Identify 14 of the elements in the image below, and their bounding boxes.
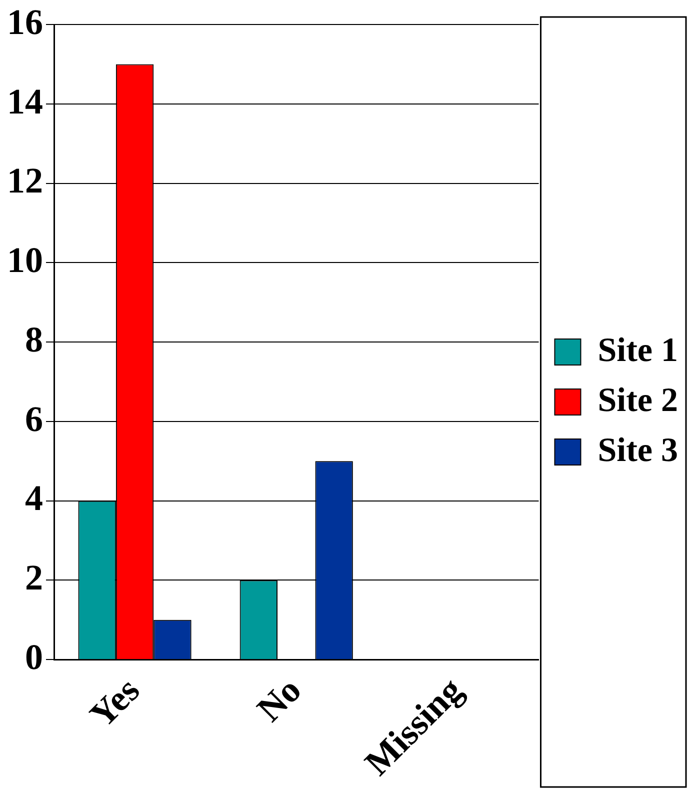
y-tick-label: 8 xyxy=(25,319,43,360)
x-tick-label: No xyxy=(249,670,309,730)
y-tick-label: 14 xyxy=(7,81,43,122)
y-tick-label: 4 xyxy=(25,478,43,518)
y-tick-label: 10 xyxy=(7,240,43,280)
y-tick-label: 2 xyxy=(25,558,43,598)
legend-label: Site 2 xyxy=(598,382,678,419)
y-tick-label: 6 xyxy=(25,398,43,439)
y-tick-label: 0 xyxy=(25,636,43,677)
y-tick-label: 16 xyxy=(7,2,43,42)
x-tick-label: Yes xyxy=(82,670,148,735)
legend-label: Site 3 xyxy=(598,432,678,469)
legend-label: Site 1 xyxy=(598,332,678,369)
y-tick-label: 12 xyxy=(7,160,43,201)
